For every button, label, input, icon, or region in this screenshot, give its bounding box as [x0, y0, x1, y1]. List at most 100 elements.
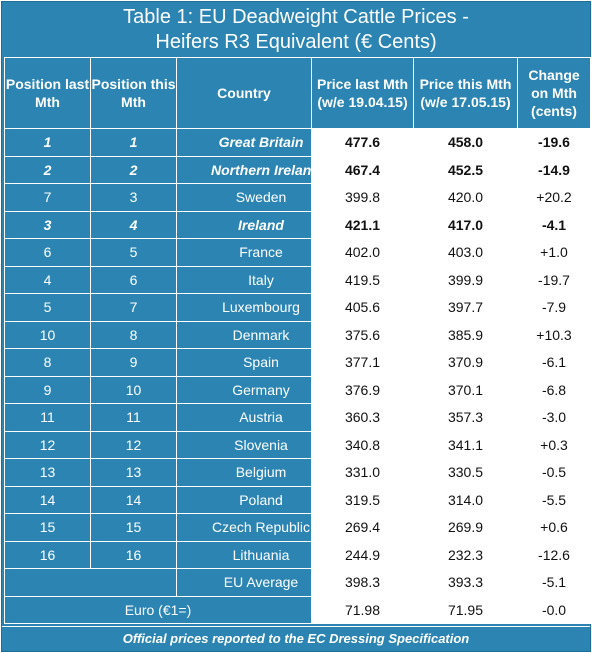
position-last-cell: 2	[4, 155, 91, 184]
price-last-cell: 376.9	[311, 375, 414, 404]
table-title-line1: Table 1: EU Deadweight Cattle Prices -	[123, 6, 469, 28]
country-cell: Ireland	[176, 210, 312, 239]
change-cell: -12.6	[517, 540, 591, 569]
price-last-cell: 377.1	[311, 348, 414, 377]
table-row: 5 7 Luxembourg 405.6 397.7 -7.9	[4, 293, 591, 322]
position-this-cell: 10	[90, 375, 177, 404]
position-this-cell: 6	[90, 265, 177, 294]
position-last-cell: 7	[4, 183, 91, 212]
country-cell: Great Britain	[176, 128, 312, 157]
table-row: 6 5 France 402.0 403.0 +1.0	[4, 238, 591, 267]
price-this-cell: 314.0	[413, 485, 518, 514]
position-last-cell: 3	[4, 210, 91, 239]
header-price-this: Price this Mth (w/e 17.05.15)	[413, 57, 518, 129]
change-cell: +0.6	[517, 513, 591, 542]
change-cell: -4.1	[517, 210, 591, 239]
price-last-cell: 244.9	[311, 540, 414, 569]
table-row: 13 13 Belgium 331.0 330.5 -0.5	[4, 458, 591, 487]
country-cell: Lithuania	[176, 540, 312, 569]
table-title-line2: Heifers R3 Equivalent (€ Cents)	[155, 31, 437, 53]
price-this-cell: 232.3	[413, 540, 518, 569]
table-row: 8 9 Spain 377.1 370.9 -6.1	[4, 348, 591, 377]
position-this-cell: 11	[90, 403, 177, 432]
position-this-cell: 5	[90, 238, 177, 267]
position-last-cell: 5	[4, 293, 91, 322]
price-last-cell: 360.3	[311, 403, 414, 432]
position-last-cell: 15	[4, 513, 91, 542]
country-cell: Germany	[176, 375, 312, 404]
eu-average-change: -5.1	[517, 568, 591, 597]
table-row: 7 3 Sweden 399.8 420.0 +20.2	[4, 183, 591, 212]
table-row: 11 11 Austria 360.3 357.3 -3.0	[4, 403, 591, 432]
table-row: 1 1 Great Britain 477.6 458.0 -19.6	[4, 128, 591, 157]
position-this-cell: 3	[90, 183, 177, 212]
position-last-cell: 13	[4, 458, 91, 487]
price-last-cell: 399.8	[311, 183, 414, 212]
position-last-cell: 10	[4, 320, 91, 349]
price-last-cell: 419.5	[311, 265, 414, 294]
country-cell: France	[176, 238, 312, 267]
change-cell: -19.6	[517, 128, 591, 157]
price-this-cell: 399.9	[413, 265, 518, 294]
euro-rate-last: 71.98	[311, 595, 414, 624]
table-footer-note: Official prices reported to the EC Dress…	[2, 626, 590, 651]
country-cell: Belgium	[176, 458, 312, 487]
price-this-cell: 452.5	[413, 155, 518, 184]
position-last-cell: 4	[4, 265, 91, 294]
header-country: Country	[176, 57, 312, 129]
price-last-cell: 375.6	[311, 320, 414, 349]
position-last-cell: 8	[4, 348, 91, 377]
position-this-cell: 12	[90, 430, 177, 459]
price-this-cell: 417.0	[413, 210, 518, 239]
eu-average-price-this: 393.3	[413, 568, 518, 597]
position-this-cell: 7	[90, 293, 177, 322]
price-last-cell: 340.8	[311, 430, 414, 459]
price-this-cell: 357.3	[413, 403, 518, 432]
position-this-cell: 8	[90, 320, 177, 349]
header-position-last: Position last Mth	[4, 57, 91, 129]
position-this-cell: 14	[90, 485, 177, 514]
price-this-cell: 341.1	[413, 430, 518, 459]
country-cell: Italy	[176, 265, 312, 294]
position-last-cell: 12	[4, 430, 91, 459]
table-row: 4 6 Italy 419.5 399.9 -19.7	[4, 265, 591, 294]
price-this-cell: 403.0	[413, 238, 518, 267]
euro-rate-change: -0.0	[517, 595, 591, 624]
header-row: Position last Mth Position this Mth Coun…	[4, 57, 591, 129]
price-last-cell: 405.6	[311, 293, 414, 322]
euro-rate-this: 71.95	[413, 595, 518, 624]
table-row: 14 14 Poland 319.5 314.0 -5.5	[4, 485, 591, 514]
country-cell: Poland	[176, 485, 312, 514]
price-this-cell: 269.9	[413, 513, 518, 542]
table-row: 2 2 Northern Ireland 467.4 452.5 -14.9	[4, 155, 591, 184]
position-this-cell: 4	[90, 210, 177, 239]
price-last-cell: 269.4	[311, 513, 414, 542]
change-cell: +10.3	[517, 320, 591, 349]
price-this-cell: 385.9	[413, 320, 518, 349]
table-row: 9 10 Germany 376.9 370.1 -6.8	[4, 375, 591, 404]
change-cell: -5.5	[517, 485, 591, 514]
position-last-cell: 1	[4, 128, 91, 157]
change-cell: -6.1	[517, 348, 591, 377]
price-table: Position last Mth Position this Mth Coun…	[4, 57, 591, 624]
table-row: 16 16 Lithuania 244.9 232.3 -12.6	[4, 540, 591, 569]
price-this-cell: 458.0	[413, 128, 518, 157]
country-cell: Luxembourg	[176, 293, 312, 322]
price-this-cell: 420.0	[413, 183, 518, 212]
table-row: 15 15 Czech Republic 269.4 269.9 +0.6	[4, 513, 591, 542]
position-last-cell: 9	[4, 375, 91, 404]
country-cell: Austria	[176, 403, 312, 432]
price-last-cell: 467.4	[311, 155, 414, 184]
country-cell: Northern Ireland	[176, 155, 312, 184]
position-this-cell: 2	[90, 155, 177, 184]
table-row: 10 8 Denmark 375.6 385.9 +10.3	[4, 320, 591, 349]
price-this-cell: 370.1	[413, 375, 518, 404]
eu-average-price-last: 398.3	[311, 568, 414, 597]
table-body: 1 1 Great Britain 477.6 458.0 -19.6 2 2 Northern…	[4, 128, 591, 624]
eu-average-label: EU Average	[176, 568, 312, 597]
country-cell: Spain	[176, 348, 312, 377]
position-last-cell: 6	[4, 238, 91, 267]
change-cell: +1.0	[517, 238, 591, 267]
country-cell: Slovenia	[176, 430, 312, 459]
